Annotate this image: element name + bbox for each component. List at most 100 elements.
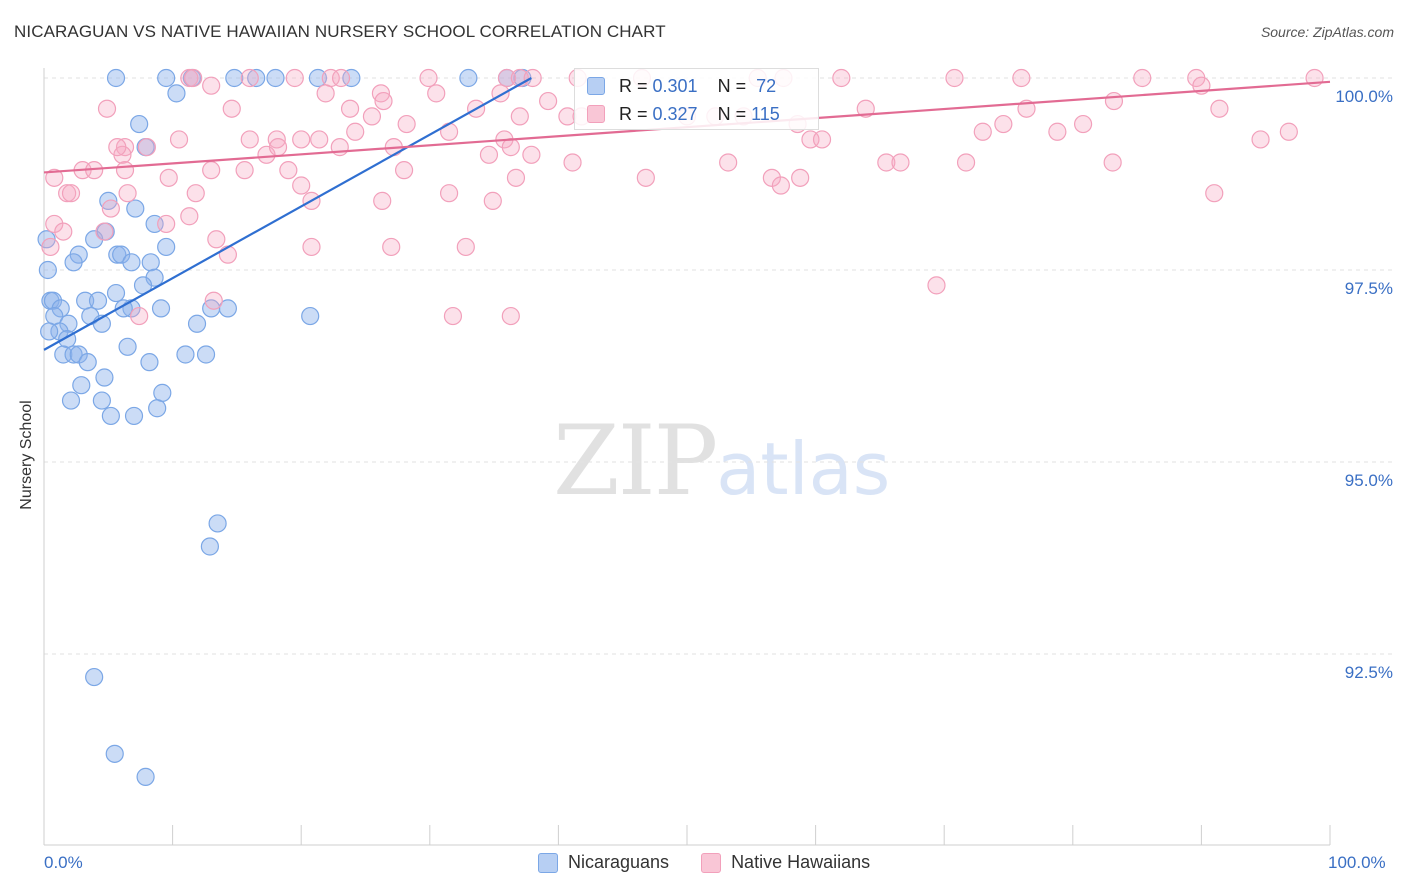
legend-label-native-hawaiians: Native Hawaiians <box>731 852 871 872</box>
point-native-hawaiians-62 <box>812 130 832 149</box>
point-native-hawaiians-86 <box>636 168 655 187</box>
point-native-hawaiians-3 <box>285 68 304 88</box>
point-native-hawaiians-111 <box>382 237 401 257</box>
point-native-hawaiians-95 <box>186 184 205 203</box>
point-native-hawaiians-77 <box>1103 153 1122 172</box>
point-native-hawaiians-100 <box>483 191 502 210</box>
point-nicaraguans-22 <box>112 245 131 264</box>
point-nicaraguans-61 <box>61 391 81 410</box>
point-native-hawaiians-16 <box>1133 68 1152 88</box>
point-nicaraguans-12 <box>130 114 149 134</box>
point-native-hawaiians-30 <box>374 91 393 111</box>
point-nicaraguans-6 <box>308 68 328 88</box>
point-native-hawaiians-37 <box>1210 99 1229 118</box>
point-nicaraguans-60 <box>153 383 172 402</box>
legend-label-nicaraguans: Nicaraguans <box>568 852 670 872</box>
point-native-hawaiians-98 <box>373 191 392 210</box>
point-native-hawaiians-29 <box>340 99 360 118</box>
y-tick-label-2: 97.5% <box>1344 279 1393 298</box>
point-native-hawaiians-56 <box>292 130 311 149</box>
point-native-hawaiians-91 <box>159 168 178 187</box>
point-native-hawaiians-27 <box>97 99 117 118</box>
point-native-hawaiians-69 <box>268 138 288 157</box>
stats-legend: R = 0.301 N = 72 R = 0.327 N = 115 <box>574 68 819 130</box>
point-native-hawaiians-117 <box>501 306 520 326</box>
point-nicaraguans-47 <box>50 322 69 341</box>
point-nicaraguans-44 <box>187 314 207 333</box>
point-native-hawaiians-36 <box>1104 91 1124 111</box>
point-native-hawaiians-54 <box>240 130 259 149</box>
point-native-hawaiians-57 <box>310 130 329 149</box>
point-native-hawaiians-34 <box>856 99 875 118</box>
point-native-hawaiians-74 <box>877 153 896 172</box>
point-native-hawaiians-20 <box>202 76 221 95</box>
watermark-zip: ZIP <box>553 405 718 517</box>
point-native-hawaiians-65 <box>137 138 156 157</box>
point-native-hawaiians-50 <box>1073 114 1093 134</box>
point-native-hawaiians-75 <box>891 153 910 172</box>
point-nicaraguans-5 <box>266 68 285 88</box>
point-native-hawaiians-41 <box>439 122 459 141</box>
watermark-atlas: atlas <box>716 427 891 511</box>
point-nicaraguans-55 <box>196 345 216 364</box>
point-nicaraguans-24 <box>141 253 160 272</box>
r-label: R = <box>619 75 653 96</box>
point-nicaraguans-50 <box>118 337 137 356</box>
point-nicaraguans-45 <box>301 306 320 326</box>
point-native-hawaiians-39 <box>346 122 365 141</box>
point-nicaraguans-18 <box>85 230 104 249</box>
y-tick-label-1: 95.0% <box>1344 471 1393 490</box>
point-nicaraguans-69 <box>105 744 124 763</box>
point-native-hawaiians-107 <box>95 222 114 241</box>
point-native-hawaiians-28 <box>222 99 241 118</box>
point-native-hawaiians-5 <box>331 68 351 88</box>
point-native-hawaiians-49 <box>1048 122 1067 141</box>
point-native-hawaiians-52 <box>1279 122 1298 141</box>
n-value-native-hawaiians: 115 <box>751 103 780 124</box>
point-native-hawaiians-116 <box>130 306 149 326</box>
point-native-hawaiians-2 <box>240 68 259 88</box>
point-native-hawaiians-60 <box>501 138 520 157</box>
point-native-hawaiians-63 <box>973 122 992 141</box>
point-native-hawaiians-43 <box>510 107 529 126</box>
point-nicaraguans-70 <box>136 767 155 786</box>
point-nicaraguans-52 <box>64 345 83 364</box>
stats-row-native-hawaiians: R = 0.327 N = 115 <box>587 102 780 126</box>
legend-item-nicaraguans[interactable]: Nicaraguans <box>538 852 669 873</box>
legend-swatch-native-hawaiians <box>701 852 722 873</box>
point-nicaraguans-58 <box>95 368 114 387</box>
point-native-hawaiians-40 <box>397 114 416 134</box>
point-native-hawaiians-0 <box>180 68 199 88</box>
r-value-nicaraguans: 0.301 <box>652 75 698 96</box>
point-native-hawaiians-113 <box>41 237 60 257</box>
point-native-hawaiians-92 <box>58 184 77 203</box>
point-nicaraguans-8 <box>459 68 478 88</box>
point-native-hawaiians-14 <box>945 68 964 88</box>
series-legend: Nicaraguans Native Hawaiians <box>538 852 902 873</box>
point-nicaraguans-25 <box>64 253 83 272</box>
n-label: N = <box>717 103 752 124</box>
point-native-hawaiians-25 <box>539 91 558 111</box>
legend-item-native-hawaiians[interactable]: Native Hawaiians <box>701 852 870 873</box>
point-native-hawaiians-85 <box>506 168 526 187</box>
point-native-hawaiians-6 <box>419 68 438 88</box>
point-native-hawaiians-118 <box>443 306 463 326</box>
point-native-hawaiians-101 <box>1205 184 1224 203</box>
point-native-hawaiians-81 <box>202 161 221 180</box>
point-nicaraguans-30 <box>106 283 126 303</box>
x-tick-label-min: 0.0% <box>44 853 83 872</box>
point-native-hawaiians-13 <box>832 68 851 88</box>
point-native-hawaiians-70 <box>479 145 499 164</box>
point-nicaraguans-64 <box>101 406 120 426</box>
point-native-hawaiians-76 <box>956 153 976 172</box>
point-nicaraguans-23 <box>122 253 141 272</box>
swatch-native-hawaiians <box>587 105 605 123</box>
point-nicaraguans-0 <box>106 68 126 88</box>
point-native-hawaiians-104 <box>157 214 176 234</box>
point-native-hawaiians-102 <box>101 199 120 218</box>
point-native-hawaiians-53 <box>169 130 189 149</box>
point-native-hawaiians-88 <box>771 176 790 195</box>
point-native-hawaiians-96 <box>292 176 311 195</box>
point-nicaraguans-1 <box>157 68 176 88</box>
point-native-hawaiians-108 <box>207 230 226 249</box>
